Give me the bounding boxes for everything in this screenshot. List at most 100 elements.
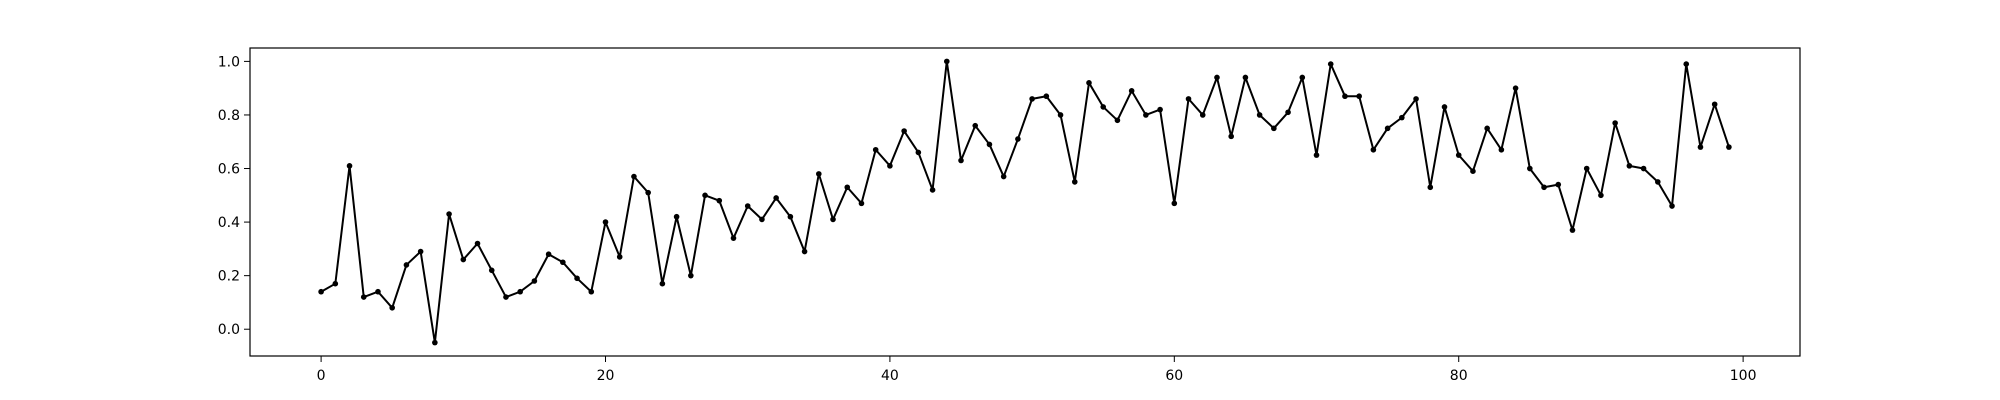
data-point: [958, 157, 964, 164]
data-point: [872, 146, 879, 153]
y-tick-label: 0.2: [218, 269, 240, 285]
data-point: [417, 248, 424, 255]
data-point: [574, 275, 580, 282]
data-point: [673, 213, 680, 220]
data-point: [1228, 133, 1234, 140]
data-point: [801, 248, 808, 255]
data-point: [346, 163, 353, 169]
data-point: [929, 187, 936, 193]
data-point: [1015, 136, 1021, 142]
x-tick-label: 40: [881, 368, 899, 384]
data-point: [1057, 112, 1064, 118]
data-point: [830, 216, 836, 223]
data-point: [1000, 173, 1007, 180]
data-point: [1512, 85, 1519, 91]
x-tick-label: 80: [1450, 368, 1468, 384]
data-point: [488, 267, 495, 274]
data-point: [645, 189, 651, 196]
data-point: [403, 262, 410, 268]
data-point: [1640, 165, 1647, 172]
data-point: [432, 339, 438, 346]
y-tick-label: 0.0: [218, 322, 240, 338]
data-point: [787, 213, 794, 220]
data-point: [1157, 106, 1163, 113]
data-point: [844, 184, 851, 191]
data-point: [1626, 163, 1633, 169]
data-point: [1185, 96, 1192, 102]
data-point: [1086, 80, 1092, 86]
data-point: [1356, 93, 1362, 100]
data-point: [1043, 93, 1050, 100]
data-point: [1199, 112, 1206, 118]
data-point: [1285, 109, 1291, 116]
data-point: [1455, 152, 1462, 158]
x-axis-ticks: 0 20 40 60 80 100: [317, 356, 1757, 384]
x-tick-label: 0: [317, 368, 326, 384]
data-point: [375, 288, 381, 295]
data-point: [1399, 114, 1405, 121]
data-point: [744, 203, 751, 209]
data-point: [943, 58, 950, 65]
x-tick-label: 20: [597, 368, 615, 384]
data-point: [1655, 179, 1661, 185]
y-tick-label: 0.6: [218, 162, 240, 178]
plot-area: [250, 48, 1800, 356]
data-point: [389, 304, 396, 311]
data-point: [773, 195, 779, 201]
data-point: [1342, 93, 1348, 100]
data-point: [1128, 88, 1135, 94]
data-point: [1612, 120, 1618, 126]
data-point: [1327, 61, 1334, 67]
data-point: [1527, 165, 1533, 172]
data-point: [702, 192, 708, 199]
data-point: [901, 128, 907, 134]
data-point: [1541, 184, 1547, 191]
data-point: [1441, 104, 1448, 110]
axes-frame: [249, 47, 1801, 357]
data-point: [887, 163, 893, 169]
data-point: [1598, 192, 1604, 199]
data-point: [1683, 61, 1690, 67]
data-point: [915, 149, 922, 156]
x-tick-label: 100: [1730, 368, 1757, 384]
data-point: [659, 280, 666, 287]
data-point: [1271, 125, 1277, 132]
data-point: [1569, 227, 1576, 233]
data-point: [474, 240, 481, 247]
x-tick-label: 60: [1165, 368, 1183, 384]
y-axis-ticks: 0.0 0.2 0.4 0.6 0.8 1.0: [218, 54, 250, 338]
data-point: [517, 288, 523, 295]
data-point: [1029, 96, 1035, 102]
data-point: [1427, 184, 1434, 191]
data-point: [858, 200, 865, 207]
data-point: [1214, 74, 1220, 81]
data-point: [460, 256, 467, 263]
data-point: [1726, 144, 1732, 150]
data-point: [1413, 96, 1419, 102]
data-point: [1171, 200, 1178, 207]
data-point: [986, 141, 993, 148]
series-layer: [318, 58, 1732, 346]
data-point: [759, 216, 765, 223]
data-point: [1583, 165, 1590, 172]
data-point: [1484, 125, 1490, 132]
data-point: [1242, 74, 1249, 81]
series-line: [320, 60, 1730, 344]
data-point: [602, 219, 609, 225]
data-point: [688, 272, 694, 279]
data-point: [1669, 203, 1675, 209]
data-point: [1370, 146, 1377, 153]
y-tick-label: 0.8: [218, 108, 240, 124]
data-point: [545, 251, 552, 258]
data-point: [816, 171, 822, 177]
data-point: [730, 235, 737, 241]
data-point: [1313, 152, 1320, 158]
y-tick-label: 0.4: [218, 215, 240, 231]
data-point: [503, 294, 509, 300]
data-point: [1498, 146, 1505, 153]
data-point: [531, 278, 538, 284]
data-point: [588, 288, 595, 295]
data-point: [1711, 101, 1718, 108]
data-point: [1299, 74, 1306, 81]
